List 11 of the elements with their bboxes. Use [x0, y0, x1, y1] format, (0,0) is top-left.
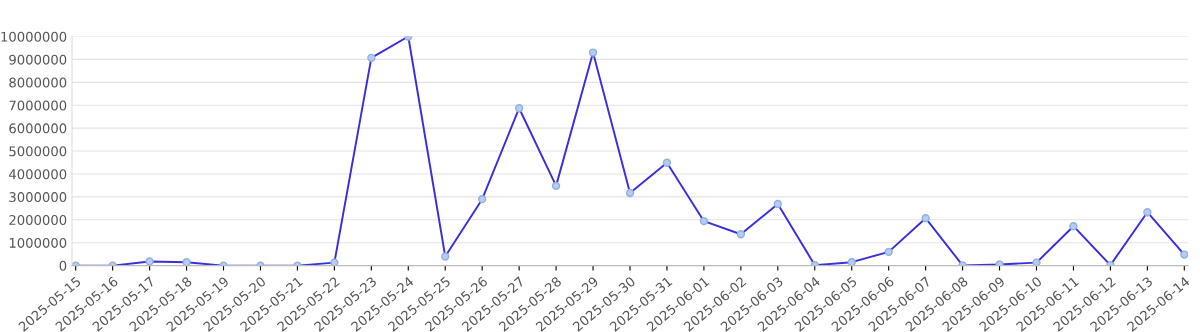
y-tick-label: 0	[59, 260, 67, 271]
y-tick-label: 4000000	[9, 169, 67, 180]
y-tick-label: 1000000	[9, 237, 67, 248]
y-tick-label: 5000000	[9, 146, 67, 157]
y-tick-label: 10000000	[1, 31, 67, 42]
y-tick-label: 6000000	[9, 123, 67, 134]
y-tick-label: 9000000	[9, 54, 67, 65]
y-tick-label: 8000000	[9, 77, 67, 88]
y-tick-label: 3000000	[9, 192, 67, 203]
y-tick-label: 2000000	[9, 215, 67, 225]
y-tick-label: 7000000	[9, 100, 67, 111]
